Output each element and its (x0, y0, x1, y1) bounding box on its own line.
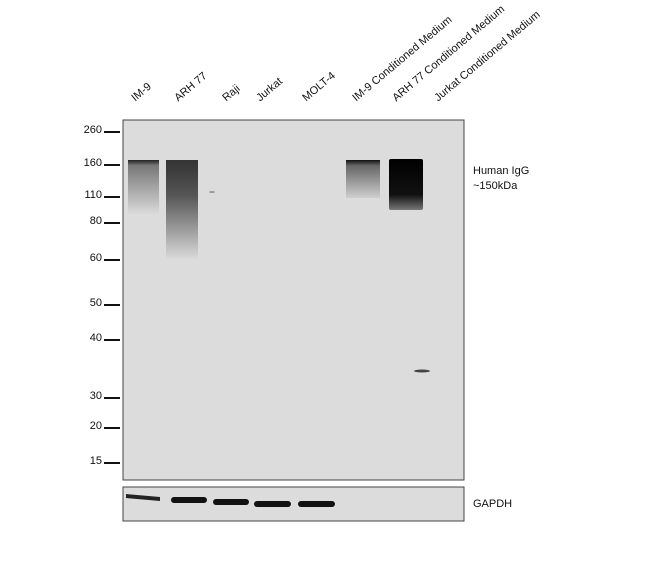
band-im9-cm (346, 160, 380, 198)
gapdh-band-arh77 (171, 497, 207, 503)
marker-50: 50 (89, 297, 102, 309)
band-arh77-cm (389, 159, 423, 210)
gapdh-band-raji (213, 499, 249, 505)
loading-control-label: GAPDH (473, 498, 513, 510)
marker-tick (104, 222, 120, 224)
target-size: ~150kDa (473, 180, 518, 192)
gapdh-band-jurkat (254, 501, 291, 507)
marker-tick (104, 339, 120, 341)
marker-60: 60 (89, 252, 102, 264)
marker-tick (104, 259, 120, 261)
gapdh-band-im9 (126, 494, 160, 501)
marker-110: 110 (84, 189, 102, 201)
marker-tick (104, 427, 120, 429)
marker-tick (104, 397, 120, 399)
gapdh-band-molt4 (298, 501, 335, 507)
marker-20: 20 (89, 420, 102, 432)
marker-40: 40 (89, 332, 102, 344)
marker-80: 80 (89, 215, 102, 227)
band-spot-raji (209, 191, 215, 193)
target-label: Human IgG (473, 165, 530, 177)
marker-tick (104, 304, 120, 306)
band-arh77 (166, 160, 198, 260)
marker-tick (104, 196, 120, 198)
band-spot-jurkat-cm (414, 369, 430, 373)
marker-tick (104, 131, 120, 133)
marker-160: 160 (83, 157, 102, 169)
marker-tick (104, 164, 120, 166)
band-im9 (128, 160, 159, 215)
marker-tick (104, 462, 120, 464)
marker-260: 260 (83, 124, 102, 136)
gapdh-membrane (122, 486, 465, 522)
marker-30: 30 (89, 390, 102, 402)
marker-15: 15 (89, 455, 102, 467)
